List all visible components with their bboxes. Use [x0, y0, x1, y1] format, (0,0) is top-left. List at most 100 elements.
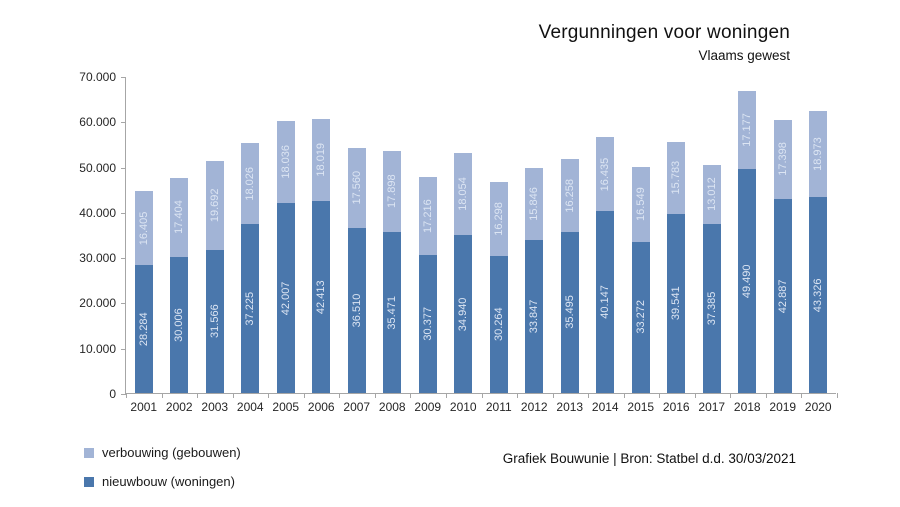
bar-value-label: 33.847: [528, 299, 541, 334]
bar-value-label: 17.177: [741, 113, 754, 147]
y-axis-tick-label: 50.000: [79, 160, 116, 175]
stacked-bar-2013: 16.258 35.495: [560, 158, 579, 393]
bar-segment-nieuwbouw-2014: 40.147: [596, 211, 615, 393]
bar-slot-2008: 17.898 35.471: [375, 77, 411, 393]
y-axis-tick: [121, 167, 126, 169]
x-axis-tick: [268, 393, 270, 398]
legend-label: verbouwing (gebouwen): [102, 445, 241, 460]
x-axis-tick: [837, 393, 838, 398]
y-axis-tick: [121, 212, 126, 214]
bar-segment-nieuwbouw-2006: 42.413: [312, 200, 331, 393]
stacked-bar-2002: 17.404 30.006: [170, 178, 189, 393]
chart-header: Vergunningen voor woningen Vlaams gewest: [539, 22, 790, 63]
y-axis-tick: [121, 303, 126, 305]
x-axis-label-2006: 2006: [307, 400, 335, 414]
bar-value-label: 37.225: [244, 291, 257, 326]
bar-slot-2001: 16.405 28.284: [126, 77, 162, 393]
x-axis-tick: [659, 393, 661, 398]
y-axis-tick-label: 30.000: [79, 251, 116, 266]
x-axis-tick: [765, 393, 767, 398]
bar-segment-verbouwing-2003: 19.692: [205, 160, 224, 251]
bar-value-label: 31.566: [208, 304, 221, 339]
x-axis-label-2012: 2012: [520, 400, 548, 414]
bar-value-label: 15.783: [670, 161, 683, 196]
y-axis-tick-label: 0: [109, 387, 116, 401]
bar-segment-nieuwbouw-2008: 35.471: [383, 232, 402, 393]
stacked-bar-2011: 16.298 30.264: [489, 182, 508, 393]
bar-slot-2019: 17.398 42.887: [765, 77, 801, 393]
bar-segment-verbouwing-2004: 18.026: [241, 142, 260, 225]
bar-value-label: 42.007: [279, 281, 292, 315]
stacked-bar-2005: 18.036 42.007: [276, 121, 295, 393]
x-axis-tick: [410, 393, 412, 398]
plot-area: 16.405 28.284 17.404 30.006 19.692 31.566 18.0…: [79, 70, 838, 414]
bar-segment-nieuwbouw-2016: 39.541: [667, 213, 686, 393]
legend-label: nieuwbouw (woningen): [102, 474, 235, 489]
x-axis-label-2014: 2014: [591, 400, 619, 414]
bar-value-label: 15.846: [528, 187, 541, 221]
bar-value-label: 18.036: [279, 145, 292, 179]
stacked-bar-2012: 15.846 33.847: [525, 167, 544, 393]
bar-value-label: 19.692: [208, 188, 221, 223]
bar-value-label: 35.495: [563, 295, 576, 330]
x-axis-label-2015: 2015: [627, 400, 655, 414]
bar-value-label: 18.973: [812, 137, 825, 171]
bar-segment-verbouwing-2013: 16.258: [560, 158, 579, 233]
bar-value-label: 18.019: [315, 143, 328, 177]
bar-value-label: 17.560: [350, 171, 363, 205]
bar-slot-2007: 17.560 36.510: [339, 77, 375, 393]
bar-segment-nieuwbouw-2019: 42.887: [773, 198, 792, 393]
bar-value-label: 39.541: [670, 286, 683, 321]
x-axis-tick: [161, 393, 163, 398]
bar-slot-2017: 13.012 37.385: [694, 77, 730, 393]
legend-item-1: nieuwbouw (woningen): [84, 473, 241, 490]
bar-value-label: 17.216: [421, 199, 434, 234]
x-axis-label-2009: 2009: [414, 400, 442, 414]
bar-segment-verbouwing-2006: 18.019: [312, 119, 331, 201]
bar-slot-2002: 17.404 30.006: [162, 77, 198, 393]
bar-segment-verbouwing-2019: 17.398: [773, 120, 792, 199]
bar-segment-nieuwbouw-2004: 37.225: [241, 224, 260, 393]
bar-segment-verbouwing-2010: 18.054: [454, 153, 473, 235]
bar-segment-nieuwbouw-2017: 37.385: [702, 223, 721, 393]
bar-value-label: 16.298: [492, 202, 505, 236]
x-axis-label-2005: 2005: [272, 400, 300, 414]
bar-slot-2009: 17.216 30.377: [410, 77, 446, 393]
x-axis-label-2004: 2004: [236, 400, 264, 414]
bar-value-label: 13.012: [705, 177, 718, 212]
stacked-bar-2017: 13.012 37.385: [702, 164, 721, 393]
chart-subtitle: Vlaams gewest: [698, 48, 790, 63]
bar-value-label: 42.413: [315, 280, 328, 314]
x-axis-label-2003: 2003: [201, 400, 229, 414]
x-axis-label-2011: 2011: [485, 400, 512, 414]
bar-segment-verbouwing-2016: 15.783: [667, 142, 686, 214]
x-axis-labels: 2001 2002 2003 2004 2005 2006 2007 2008 2009 2010…: [126, 400, 836, 414]
x-axis-tick: [232, 393, 234, 398]
bar-segment-verbouwing-2017: 13.012: [702, 164, 721, 224]
stacked-bar-2008: 17.898 35.471: [383, 151, 402, 393]
chart-title: Vergunningen voor woningen: [538, 22, 790, 43]
y-axis-tick: [121, 77, 126, 78]
stacked-bar-2007: 17.560 36.510: [347, 148, 366, 393]
x-axis-tick: [552, 393, 554, 398]
bar-value-label: 34.940: [457, 297, 470, 331]
y-axis-tick-label: 70.000: [79, 70, 116, 84]
x-axis-label-2020: 2020: [804, 400, 832, 414]
bar-segment-nieuwbouw-2007: 36.510: [347, 227, 366, 393]
bar-segment-nieuwbouw-2010: 34.940: [454, 234, 473, 393]
x-axis-label-2016: 2016: [662, 400, 690, 414]
stacked-bar-2003: 19.692 31.566: [205, 160, 224, 393]
x-axis-tick: [339, 393, 341, 398]
bar-segment-verbouwing-2011: 16.298: [489, 182, 508, 256]
y-axis-tick: [121, 394, 126, 395]
x-axis-tick: [623, 393, 625, 398]
y-axis-tick: [121, 122, 126, 124]
stacked-bar-2009: 17.216 30.377: [418, 177, 437, 393]
bar-value-label: 17.404: [173, 200, 186, 235]
bar-value-label: 30.006: [173, 308, 186, 342]
x-axis-tick: [303, 393, 305, 398]
bar-value-label: 18.026: [244, 166, 257, 201]
stacked-bar-2006: 18.019 42.413: [312, 119, 331, 393]
bar-slot-2015: 16.549 33.272: [623, 77, 659, 393]
legend: verbouwing (gebouwen) nieuwbouw (woningen…: [84, 444, 241, 502]
